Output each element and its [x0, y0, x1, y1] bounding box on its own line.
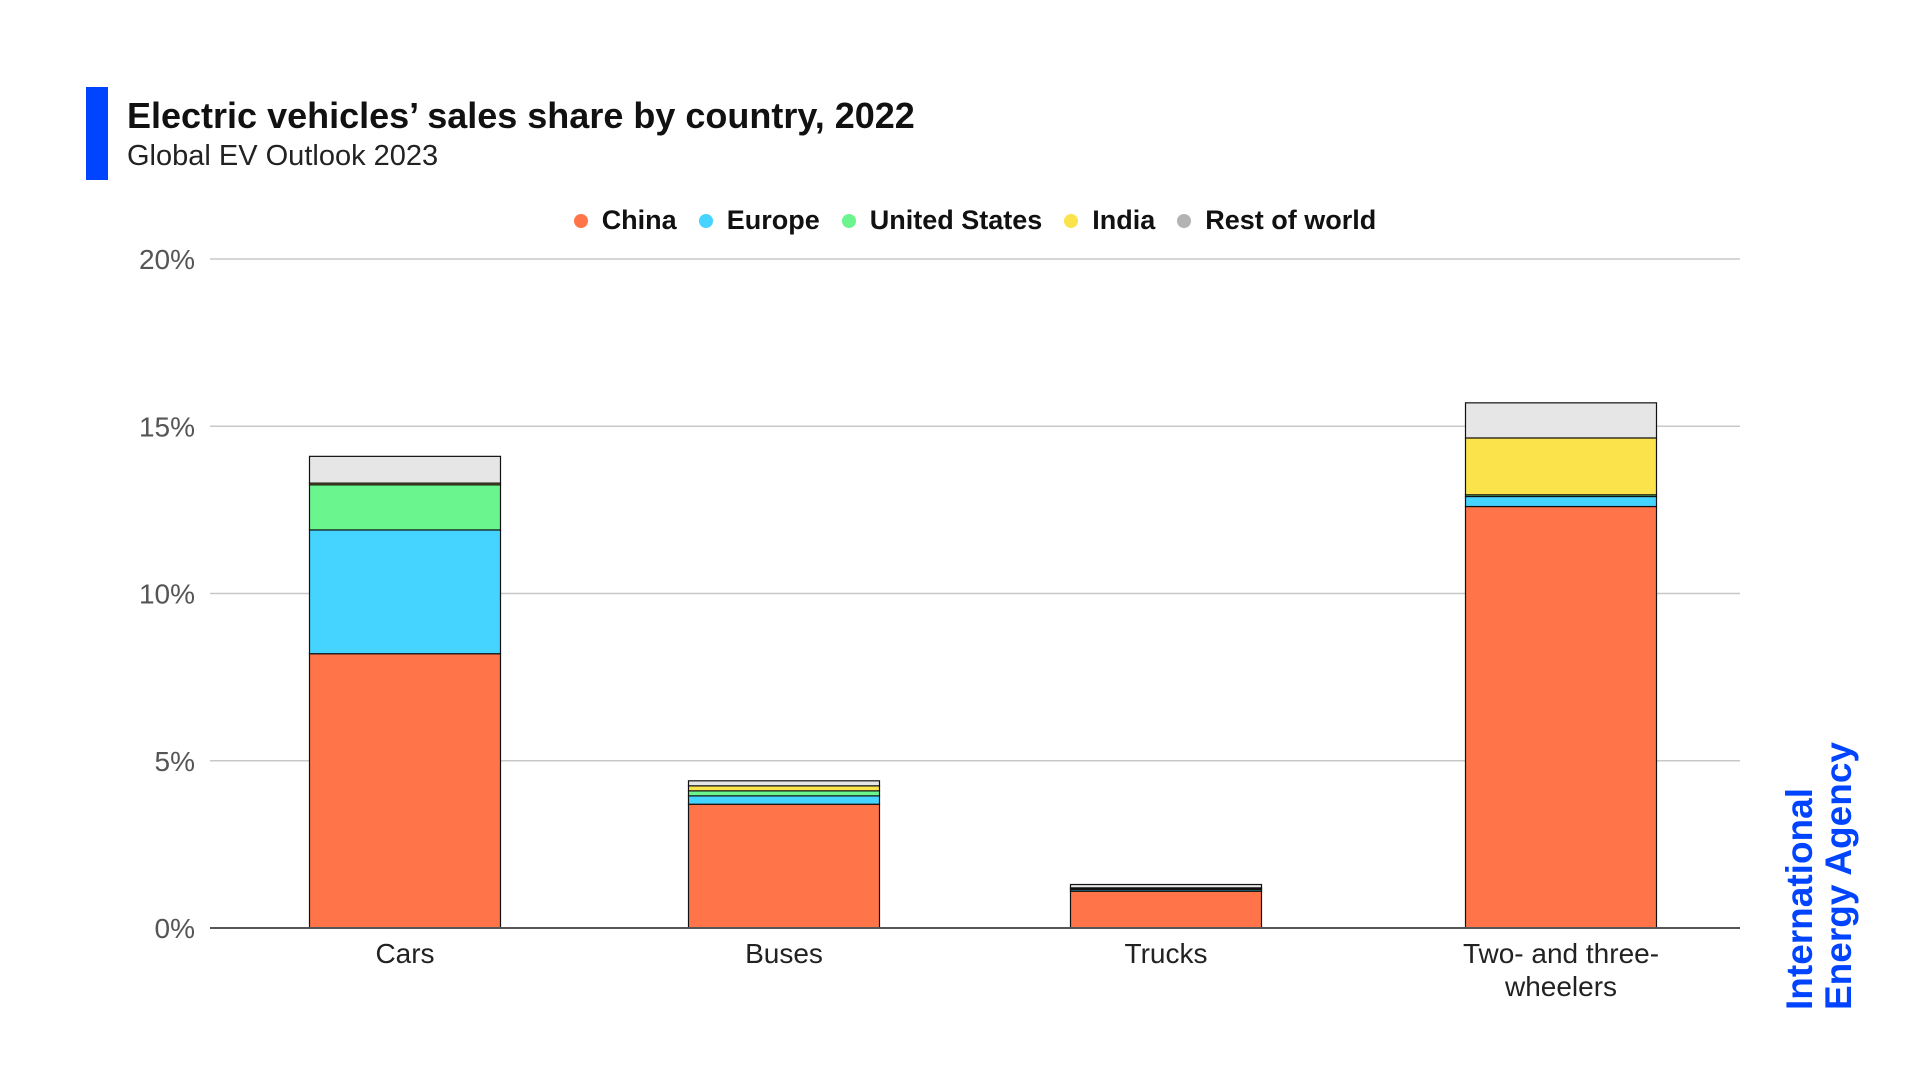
- logo-line-2: Energy Agency: [1818, 742, 1859, 1010]
- legend-label: United States: [869, 205, 1043, 235]
- bar-segment: [1464, 437, 1658, 496]
- bar-segment: [687, 795, 881, 805]
- bar-segment: [1464, 505, 1658, 929]
- y-tick-label: 10%: [139, 579, 195, 610]
- legend-swatch: [1064, 213, 1079, 228]
- legend-swatch: [1177, 213, 1192, 228]
- x-tick-label: Cars: [375, 938, 434, 969]
- chart-legend: China Europe United States India Rest of wor…: [0, 205, 1920, 236]
- bar-segment: [308, 653, 502, 929]
- x-tick-label: Two- and three-wheelers: [1463, 938, 1659, 1002]
- bar-segment: [687, 790, 881, 797]
- y-tick-label: 15%: [139, 411, 195, 442]
- bar-segment: [308, 529, 502, 655]
- y-tick-label: 20%: [139, 244, 195, 275]
- legend-item: China: [573, 205, 677, 236]
- x-tick-label: Buses: [745, 938, 823, 969]
- title-accent-bar: [86, 87, 108, 180]
- bar-segment: [1069, 890, 1263, 929]
- legend-item: Europe: [698, 205, 820, 236]
- legend-label: China: [601, 205, 677, 235]
- bar-segment: [308, 484, 502, 531]
- bar-segment: [1464, 402, 1658, 439]
- bar-segment: [308, 455, 502, 484]
- legend-label: Europe: [726, 205, 820, 235]
- x-tick-label-line: wheelers: [1504, 971, 1617, 1002]
- logo-line-1: International: [1779, 787, 1820, 1010]
- chart-subtitle: Global EV Outlook 2023: [127, 140, 439, 172]
- y-tick-label: 5%: [155, 746, 195, 777]
- bar-segment: [1464, 495, 1658, 508]
- x-tick-label-line: Two- and three-: [1463, 938, 1659, 969]
- bar-segment: [687, 780, 881, 787]
- legend-label: Rest of world: [1205, 205, 1377, 235]
- bar-segment: [1069, 883, 1263, 889]
- legend-label: India: [1092, 205, 1156, 235]
- x-tick-label-line: Cars: [375, 938, 434, 969]
- iea-logo: International Energy Agency: [1779, 742, 1859, 1010]
- y-tick-label: 0%: [155, 913, 195, 944]
- x-tick-label-line: Buses: [745, 938, 823, 969]
- chart-title: Electric vehicles’ sales share by countr…: [127, 95, 915, 136]
- legend-item: Rest of world: [1177, 205, 1376, 236]
- bar-segment: [687, 803, 881, 929]
- x-tick-label-line: Trucks: [1125, 938, 1208, 969]
- legend-swatch: [841, 213, 856, 228]
- x-tick-label: Trucks: [1125, 938, 1208, 969]
- legend-swatch: [698, 213, 713, 228]
- legend-item: United States: [841, 205, 1043, 236]
- legend-item: India: [1064, 205, 1155, 236]
- legend-swatch: [573, 213, 588, 228]
- bar-segment: [687, 785, 881, 792]
